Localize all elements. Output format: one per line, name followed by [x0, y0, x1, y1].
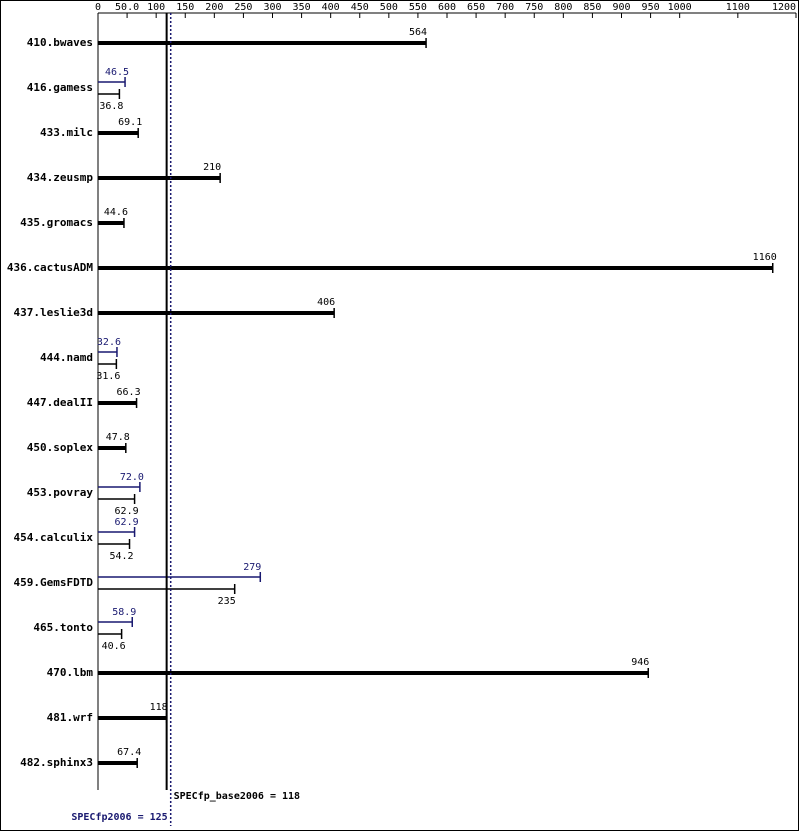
category-label: 437.leslie3d — [14, 306, 93, 319]
reference-label: SPECfp_base2006 = 118 — [174, 791, 300, 802]
x-tick-label: 1000 — [668, 2, 692, 13]
value-label: 58.9 — [112, 607, 136, 618]
value-label: 564 — [409, 27, 427, 38]
x-tick-label: 350 — [293, 2, 311, 13]
category-label: 470.lbm — [47, 666, 94, 679]
value-label: 62.9 — [115, 506, 139, 517]
x-tick-label: 950 — [642, 2, 660, 13]
value-label: 67.4 — [117, 747, 141, 758]
value-label: 279 — [243, 562, 261, 573]
category-label: 481.wrf — [47, 711, 93, 724]
value-label: 44.6 — [104, 207, 128, 218]
category-label: 435.gromacs — [20, 216, 93, 229]
category-label: 434.zeusmp — [27, 171, 94, 184]
x-tick-label: 800 — [554, 2, 572, 13]
value-label: 118 — [150, 702, 168, 713]
category-label: 482.sphinx3 — [20, 756, 93, 769]
x-tick-label: 0 — [95, 2, 101, 13]
x-tick-label: 400 — [322, 2, 340, 13]
value-label: 36.8 — [99, 101, 123, 112]
category-label: 436.cactusADM — [7, 261, 93, 274]
category-label: 453.povray — [27, 486, 94, 499]
value-label: 1160 — [753, 252, 777, 263]
x-tick-label: 550 — [409, 2, 427, 13]
x-tick-label: 50.0 — [115, 2, 139, 13]
x-tick-label: 1200 — [772, 2, 796, 13]
x-tick-label: 200 — [205, 2, 223, 13]
value-label: 69.1 — [118, 117, 142, 128]
value-label: 946 — [631, 657, 649, 668]
x-tick-label: 600 — [438, 2, 456, 13]
x-tick-label: 150 — [176, 2, 194, 13]
x-tick-label: 1100 — [726, 2, 750, 13]
x-tick-label: 900 — [612, 2, 630, 13]
x-tick-label: 100 — [147, 2, 165, 13]
category-label: 444.namd — [40, 351, 93, 364]
x-tick-label: 450 — [351, 2, 369, 13]
reference-label: SPECfp2006 = 125 — [71, 812, 167, 823]
value-label: 32.6 — [97, 337, 121, 348]
value-label: 46.5 — [105, 67, 129, 78]
value-label: 31.6 — [96, 371, 120, 382]
x-tick-label: 750 — [525, 2, 543, 13]
value-label: 210 — [203, 162, 221, 173]
x-tick-label: 850 — [583, 2, 601, 13]
category-label: 459.GemsFDTD — [14, 576, 94, 589]
category-label: 465.tonto — [33, 621, 93, 634]
value-label: 54.2 — [109, 551, 133, 562]
value-label: 235 — [218, 596, 236, 607]
x-tick-label: 250 — [234, 2, 252, 13]
category-label: 447.dealII — [27, 396, 93, 409]
category-label: 454.calculix — [14, 531, 94, 544]
category-label: 410.bwaves — [27, 36, 93, 49]
category-label: 433.milc — [40, 126, 93, 139]
x-tick-label: 300 — [263, 2, 281, 13]
value-label: 406 — [317, 297, 335, 308]
category-label: 450.soplex — [27, 441, 94, 454]
x-tick-label: 650 — [467, 2, 485, 13]
value-label: 66.3 — [117, 387, 141, 398]
x-tick-label: 500 — [380, 2, 398, 13]
category-label: 416.gamess — [27, 81, 93, 94]
value-label: 72.0 — [120, 472, 144, 483]
value-label: 40.6 — [102, 641, 126, 652]
x-tick-label: 700 — [496, 2, 514, 13]
value-label: 62.9 — [115, 517, 139, 528]
value-label: 47.8 — [106, 432, 130, 443]
